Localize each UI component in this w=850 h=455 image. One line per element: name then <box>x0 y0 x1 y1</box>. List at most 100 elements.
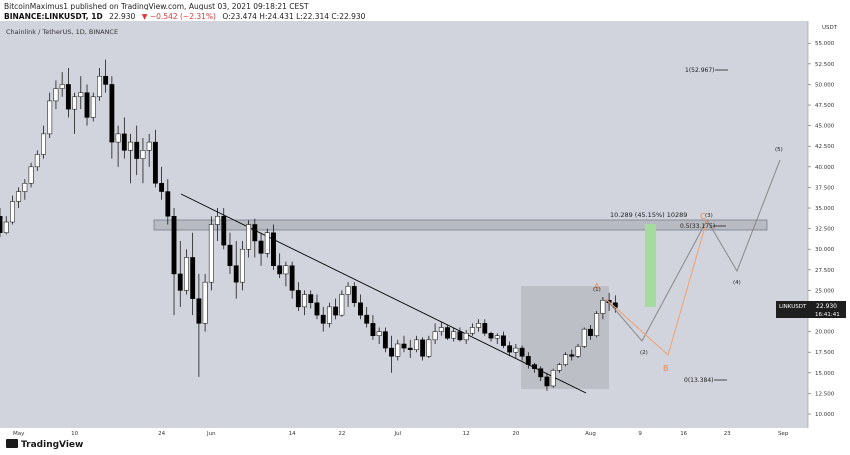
candle-body <box>184 257 189 291</box>
candle-body <box>140 150 146 159</box>
price-chart[interactable]: Chainlink / TetherUS, 1D, BINANCE 1(52.9… <box>0 21 850 436</box>
wave-label-4: (4) <box>733 280 741 286</box>
time-tick-label: Sep <box>778 431 789 436</box>
candlestick-series <box>0 59 618 391</box>
candle-body <box>121 133 127 151</box>
time-tick-label: 12 <box>463 431 470 436</box>
candle-body <box>569 354 575 357</box>
candle-body <box>103 75 109 85</box>
candle-body <box>451 331 457 339</box>
price-axis[interactable]: 10.00012.50015.00017.50020.00022.50025.0… <box>808 25 838 418</box>
candle-body <box>544 376 550 387</box>
last-price-value: 22.930 <box>816 303 837 310</box>
candle-body <box>159 183 165 192</box>
price-tick-label: 37.500 <box>815 185 835 191</box>
time-axis-background <box>0 428 808 436</box>
time-tick-label: May <box>13 431 25 436</box>
chart-title: Chainlink / TetherUS, 1D, BINANCE <box>6 28 118 36</box>
candle-body <box>395 343 401 357</box>
time-axis[interactable]: May 10 24 Jun 14 22 Jul 12 20 Aug 9 16 23 Sep <box>13 431 789 436</box>
candle-body <box>152 141 158 184</box>
candle-body <box>53 88 59 102</box>
fib-label-top: 1(52.967) <box>685 67 715 74</box>
candle-body <box>326 306 332 324</box>
price-axis-unit: USDT <box>822 25 838 31</box>
candle-body <box>407 347 413 350</box>
candle-body <box>370 323 376 336</box>
candle-body <box>389 347 394 357</box>
price-tick-label: 52.500 <box>815 62 835 68</box>
candle-body <box>563 354 569 365</box>
time-tick-label: Aug <box>585 431 596 436</box>
last-price-symbol: LINKUSDT <box>779 304 807 310</box>
candle-body <box>519 347 525 357</box>
candle-body <box>513 347 519 353</box>
candle-body <box>469 327 475 334</box>
candle-body <box>221 216 227 246</box>
candle-body <box>575 346 581 357</box>
time-tick-label: 9 <box>638 431 642 436</box>
candle-body <box>190 257 196 299</box>
time-tick-label: 14 <box>289 431 296 436</box>
time-tick-label: 24 <box>158 431 165 436</box>
candle-body <box>600 300 606 314</box>
time-tick-label: 22 <box>338 431 345 436</box>
candle-body <box>47 100 53 135</box>
candle-body <box>364 314 370 324</box>
price-tick-label: 25.000 <box>815 288 835 294</box>
candle-body <box>525 356 531 365</box>
candle-body <box>128 141 133 151</box>
candle-body <box>258 240 264 254</box>
fib-label-bottom: 0(13.384) <box>684 377 714 384</box>
candle-body <box>339 294 345 316</box>
candle-body <box>271 232 276 266</box>
candle-body <box>0 216 3 233</box>
tradingview-logo[interactable]: TradingView <box>6 439 83 450</box>
wave-label-5: (5) <box>775 147 783 153</box>
price-axis-background <box>808 21 850 436</box>
measured-move-bar <box>645 224 656 307</box>
price-change: ▼ −0.542 (−2.31%) <box>141 12 216 21</box>
time-tick-label: 23 <box>724 431 731 436</box>
measure-label: 10.289 (45.15%) 10289 <box>610 211 687 219</box>
candle-body <box>494 335 500 339</box>
candle-body <box>72 96 78 110</box>
symbol-label: BINANCE:LINKUSDT, 1D <box>4 12 103 21</box>
time-tick-label: 16 <box>680 431 687 436</box>
candle-body <box>538 368 544 378</box>
candle-body <box>246 224 252 250</box>
consolidation-box <box>521 286 609 389</box>
candle-body <box>283 265 289 275</box>
publish-info: BitcoinMaximus1 published on TradingView… <box>0 0 850 13</box>
candle-body <box>438 327 444 332</box>
price-tick-label: 40.000 <box>815 165 835 171</box>
candle-body <box>97 75 102 98</box>
symbol-info-bar: BINANCE:LINKUSDT, 1D 22.930 ▼ −0.542 (−2… <box>0 10 850 23</box>
candle-body <box>34 154 40 168</box>
candle-body <box>414 339 419 350</box>
price-tick-label: 27.500 <box>815 268 835 274</box>
candle-body <box>488 333 494 339</box>
candle-body <box>295 290 301 308</box>
candle-body <box>314 302 320 316</box>
bar-countdown: 16:41:41 <box>815 312 840 318</box>
candle-body <box>581 328 587 347</box>
resistance-zone <box>153 219 768 231</box>
candle-body <box>432 331 438 341</box>
wave-label-b: B <box>663 364 669 373</box>
candle-body <box>59 84 65 89</box>
candle-body <box>277 265 283 275</box>
candle-body <box>401 343 407 349</box>
candle-body <box>84 92 90 118</box>
wave-label-3: (3) <box>705 213 713 219</box>
price-tick-label: 12.500 <box>815 391 835 397</box>
price-tick-label: 17.500 <box>815 350 835 356</box>
ohlc-values: O:23.474 H:24.431 L:22.314 C:22.930 <box>222 12 366 21</box>
time-tick-label: 10 <box>71 431 78 436</box>
candle-body <box>308 294 314 304</box>
candle-body <box>345 286 351 295</box>
candle-body <box>233 265 239 283</box>
candle-body <box>202 281 208 324</box>
candle-body <box>239 248 245 283</box>
price-tick-label: 35.000 <box>815 206 835 212</box>
